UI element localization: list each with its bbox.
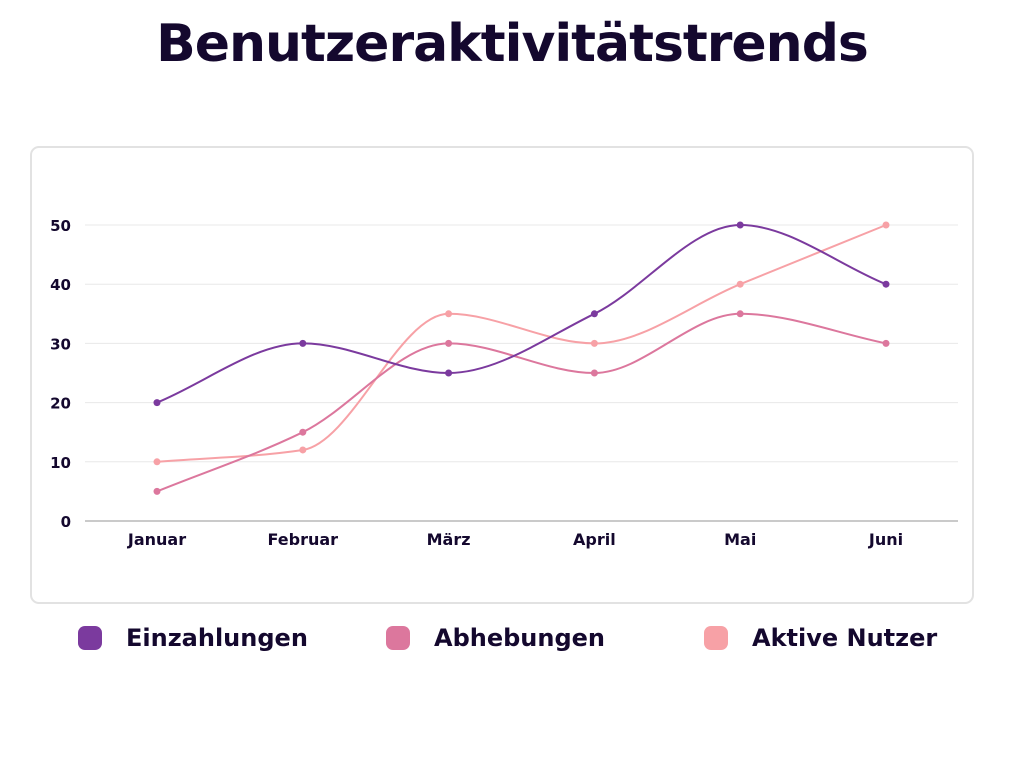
data-point-aktive-nutzer	[153, 458, 161, 466]
data-point-einzahlungen	[882, 280, 890, 288]
data-point-einzahlungen	[299, 339, 307, 347]
data-point-einzahlungen	[590, 310, 598, 318]
x-tick-label: Juni	[868, 530, 903, 549]
data-point-aktive-nutzer	[445, 310, 453, 318]
legend-item-einzahlungen[interactable]: Einzahlungen	[78, 618, 308, 658]
legend-item-aktive-nutzer[interactable]: Aktive Nutzer	[704, 618, 937, 658]
chart-legend: Einzahlungen Abhebungen Aktive Nutzer	[0, 618, 1024, 658]
legend-label-einzahlungen: Einzahlungen	[126, 624, 308, 652]
series-line-abhebungen	[156, 312, 887, 493]
y-tick-label: 10	[50, 454, 71, 472]
x-tick-label: Februar	[268, 530, 339, 549]
chart-card	[30, 146, 974, 604]
series-line-aktive-nutzer	[156, 224, 887, 463]
y-tick-label: 0	[61, 513, 71, 531]
data-point-abhebungen	[590, 369, 598, 377]
y-tick-label: 30	[50, 335, 71, 353]
legend-label-abhebungen: Abhebungen	[434, 624, 606, 652]
legend-swatch-aktive-nutzer	[704, 626, 728, 650]
data-point-aktive-nutzer	[590, 339, 598, 347]
data-point-aktive-nutzer	[736, 280, 744, 288]
data-point-abhebungen	[445, 339, 453, 347]
data-point-aktive-nutzer	[882, 221, 890, 229]
data-point-abhebungen	[736, 310, 744, 318]
data-point-abhebungen	[882, 339, 890, 347]
data-point-einzahlungen	[736, 221, 744, 229]
series-line-einzahlungen	[156, 223, 887, 404]
y-tick-label: 20	[50, 395, 71, 413]
chart-title: Benutzeraktivitätstrends	[156, 14, 869, 74]
data-point-einzahlungen	[153, 399, 161, 407]
legend-swatch-einzahlungen	[78, 626, 102, 650]
legend-item-abhebungen[interactable]: Abhebungen	[386, 618, 605, 658]
x-tick-label: April	[573, 530, 616, 549]
x-tick-label: März	[427, 530, 471, 549]
data-point-abhebungen	[299, 428, 307, 436]
data-point-abhebungen	[153, 487, 161, 495]
data-point-aktive-nutzer	[299, 446, 307, 454]
data-point-einzahlungen	[445, 369, 453, 377]
x-tick-label: Mai	[724, 530, 756, 549]
y-tick-label: 40	[50, 276, 71, 294]
y-tick-label: 50	[50, 217, 71, 235]
legend-swatch-abhebungen	[386, 626, 410, 650]
legend-label-aktive-nutzer: Aktive Nutzer	[752, 624, 938, 652]
x-tick-label: Januar	[127, 530, 186, 549]
